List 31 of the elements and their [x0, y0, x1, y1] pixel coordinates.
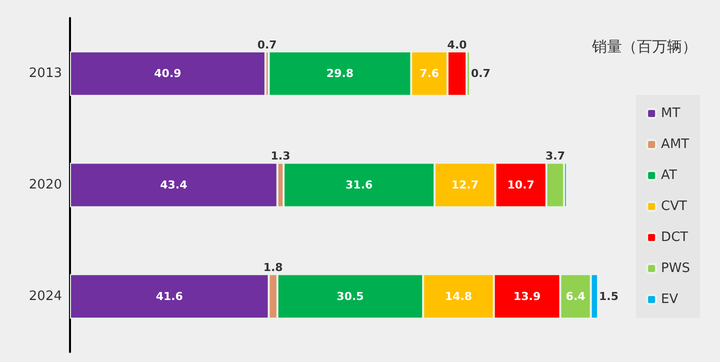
data-label: 3.7 — [545, 150, 565, 163]
data-label: 0.7 — [470, 67, 490, 80]
legend-label: AT — [661, 168, 677, 183]
data-label: 1.8 — [263, 261, 283, 274]
data-label: 1.3 — [270, 150, 290, 163]
data-label: 7.6 — [420, 67, 440, 80]
data-label: 4.0 — [447, 38, 468, 52]
data-label: 30.5 — [336, 290, 364, 303]
data-label: 31.6 — [346, 178, 373, 192]
data-label: 1.5 — [599, 290, 618, 303]
data-label: 29.8 — [326, 67, 354, 80]
data-label: 0.7 — [257, 38, 277, 52]
data-label: 41.6 — [156, 290, 184, 303]
legend-label: PWS — [661, 261, 690, 276]
data-label: 10.7 — [507, 178, 534, 192]
y-tick-label: 2024 — [28, 288, 62, 304]
data-label: 40.9 — [154, 67, 182, 80]
text: 销量（百万辆） — [591, 38, 697, 56]
bar — [70, 51, 266, 96]
data-label: 12.7 — [451, 178, 478, 192]
y-tick-label: 2013 — [28, 66, 62, 82]
y-tick-label: 2020 — [28, 178, 62, 192]
data-label: 14.8 — [444, 290, 472, 303]
data-label: 13.9 — [513, 290, 541, 303]
data-label: 43.4 — [160, 178, 188, 192]
legend-label: EV — [661, 292, 678, 307]
legend-label: AMT — [661, 137, 690, 152]
data-label: 6.4 — [566, 290, 586, 303]
legend-label: DCT — [661, 230, 688, 245]
legend-label: MT — [661, 106, 680, 121]
legend-label: CVT — [661, 199, 688, 214]
